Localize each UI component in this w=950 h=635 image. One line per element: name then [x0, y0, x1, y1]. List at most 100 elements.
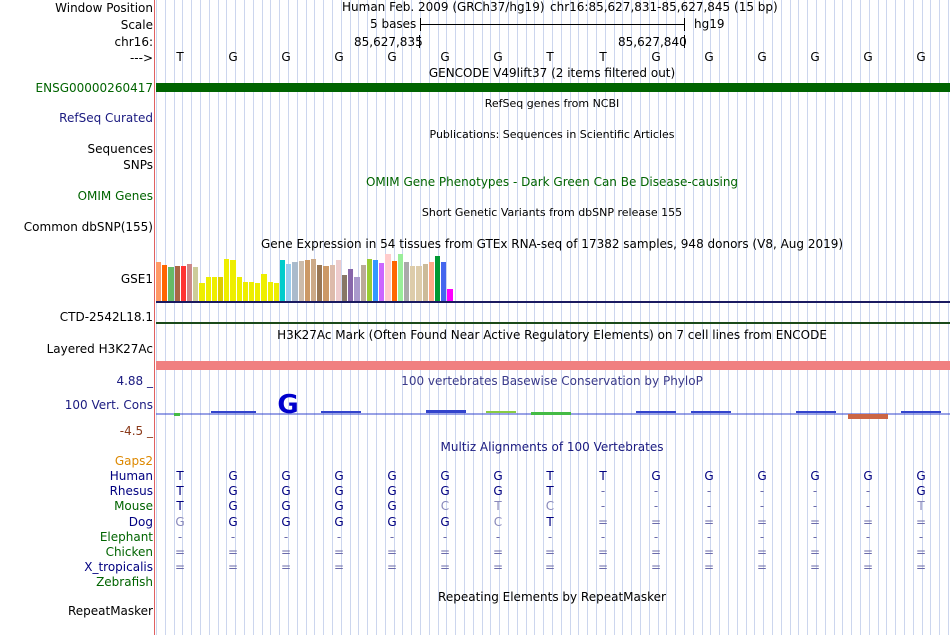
gtex-tissue-bar[interactable]	[416, 266, 422, 301]
gtex-tissue-bar[interactable]	[329, 265, 335, 301]
dbsnp-track-title[interactable]: Short Genetic Variants from dbSNP releas…	[421, 206, 683, 219]
multiz-base: G	[228, 469, 238, 483]
h3k27ac-signal[interactable]	[156, 361, 950, 370]
gtex-tissue-bar[interactable]	[422, 264, 428, 301]
publications-track-title[interactable]: Publications: Sequences in Scientific Ar…	[429, 128, 675, 141]
gtex-tissue-bar[interactable]	[360, 265, 366, 301]
gtex-tissue-bar[interactable]	[174, 266, 180, 301]
gtex-tissue-bar[interactable]	[385, 254, 391, 301]
gtex-tissue-bar[interactable]	[373, 260, 379, 301]
gtex-tissue-bar[interactable]	[280, 260, 286, 301]
multiz-base: =	[597, 514, 609, 529]
gtex-tissue-bar[interactable]	[379, 263, 385, 301]
gtex-tissue-bar[interactable]	[292, 262, 298, 301]
conservation-logo[interactable]: G	[156, 390, 950, 426]
gtex-tissue-bar[interactable]	[286, 264, 292, 301]
gtex-tissue-bar[interactable]	[261, 274, 267, 301]
repeatmasker-label[interactable]: RepeatMasker	[67, 604, 153, 618]
ctd-gene-label[interactable]: CTD-2542L18.1	[59, 310, 153, 324]
cons-label[interactable]: 100 Vert. Cons	[64, 398, 153, 412]
gtex-tissue-bar[interactable]	[249, 282, 255, 301]
gtex-tissue-bar[interactable]	[335, 260, 342, 301]
phylop-track-title[interactable]: 100 vertebrates Basewise Conservation by…	[401, 374, 703, 388]
gtex-tissue-bar[interactable]	[311, 259, 317, 301]
gtex-tissue-bar[interactable]	[211, 277, 218, 301]
gtex-tissue-bar[interactable]	[162, 265, 168, 301]
gtex-tissue-bar[interactable]	[156, 262, 162, 301]
dbsnp-label[interactable]: Common dbSNP(155)	[23, 220, 153, 234]
gtex-tissue-bar[interactable]	[218, 277, 224, 301]
multiz-base: -	[759, 499, 765, 514]
gtex-tissue-bar[interactable]	[404, 262, 410, 301]
label-scale[interactable]: Scale	[120, 18, 153, 32]
gtex-tissue-bar[interactable]	[267, 282, 273, 301]
multiz-base: =	[915, 545, 927, 559]
gtex-tissue-bar[interactable]	[428, 262, 435, 301]
multiz-track-title[interactable]: Multiz Alignments of 100 Vertebrates	[440, 440, 664, 454]
guide-line	[455, 0, 457, 635]
multiz-base: -	[653, 484, 659, 499]
multiz-base: =	[174, 545, 186, 559]
guide-line	[666, 0, 668, 635]
multiz-species-label[interactable]: Human	[109, 469, 153, 483]
gtex-tissue-bar[interactable]	[304, 260, 311, 301]
h3k27ac-label[interactable]: Layered H3K27Ac	[46, 342, 153, 356]
multiz-base: =	[703, 545, 715, 559]
multiz-species-label[interactable]: Elephant	[99, 529, 153, 544]
gencode-gene-feature[interactable]	[156, 83, 950, 92]
gtex-bar-chart[interactable]	[156, 252, 950, 301]
label-window-position[interactable]: Window Position	[55, 1, 153, 15]
ctd-gene-feature[interactable]	[156, 322, 950, 324]
gtex-tissue-bar[interactable]	[447, 289, 453, 301]
gencode-gene-label[interactable]: ENSG00000260417	[35, 81, 153, 95]
h3k27ac-track-title[interactable]: H3K27Ac Mark (Often Found Near Active Re…	[277, 328, 827, 342]
label-chromosome[interactable]: chr16:	[114, 35, 153, 49]
gtex-tissue-bar[interactable]	[230, 260, 236, 301]
multiz-species-label[interactable]: Zebrafish	[96, 575, 153, 590]
multiz-species-label[interactable]: Dog	[128, 514, 153, 529]
multiz-species-label[interactable]: X_tropicalis	[84, 560, 153, 575]
gtex-tissue-bar[interactable]	[348, 269, 354, 301]
refseq-track-title[interactable]: RefSeq genes from NCBI	[484, 97, 620, 110]
snps-label[interactable]: SNPs	[123, 158, 153, 172]
tick-mark-1	[419, 35, 420, 48]
multiz-species-label[interactable]: Chicken	[105, 545, 153, 559]
multiz-species-label[interactable]: Mouse	[114, 499, 153, 514]
gtex-tissue-bar[interactable]	[410, 266, 416, 301]
gtex-tissue-bar[interactable]	[193, 267, 199, 301]
guide-line	[384, 0, 386, 635]
gtex-tissue-bar[interactable]	[199, 283, 205, 301]
gtex-tissue-bar[interactable]	[317, 265, 323, 301]
gtex-tissue-bar[interactable]	[441, 262, 447, 301]
gtex-tissue-bar[interactable]	[435, 256, 441, 301]
gtex-tissue-bar[interactable]	[168, 267, 174, 301]
gtex-tissue-bar[interactable]	[366, 259, 373, 301]
gtex-tissue-bar[interactable]	[205, 277, 211, 301]
gtex-tissue-bar[interactable]	[187, 264, 193, 301]
gtex-tissue-bar[interactable]	[255, 283, 261, 301]
gse1-label[interactable]: GSE1	[120, 272, 153, 286]
gtex-tissue-bar[interactable]	[391, 261, 397, 301]
multiz-base: =	[544, 545, 556, 559]
gtex-tissue-bar[interactable]	[236, 277, 242, 301]
gtex-tissue-bar[interactable]	[273, 283, 280, 301]
omim-label[interactable]: OMIM Genes	[77, 189, 153, 203]
gtex-tissue-bar[interactable]	[354, 277, 360, 301]
guide-line	[156, 0, 157, 635]
gtex-tissue-bar[interactable]	[342, 275, 348, 301]
omim-track-title[interactable]: OMIM Gene Phenotypes - Dark Green Can Be…	[365, 175, 739, 189]
gtex-tissue-bar[interactable]	[397, 254, 404, 301]
gtex-tissue-bar[interactable]	[180, 266, 187, 301]
gtex-tissue-bar[interactable]	[298, 261, 304, 301]
refseq-label[interactable]: RefSeq Curated	[59, 111, 153, 125]
gtex-tissue-bar[interactable]	[242, 282, 249, 301]
gtex-tissue-bar[interactable]	[224, 259, 230, 301]
gaps-label[interactable]: Gaps2	[114, 454, 153, 468]
gtex-tissue-bar[interactable]	[323, 266, 329, 301]
multiz-species-label[interactable]: Rhesus	[109, 484, 153, 499]
label-strand-arrow[interactable]: --->	[129, 51, 153, 65]
gencode-track-title[interactable]: GENCODE V49lift37 (2 items filtered out)	[428, 66, 676, 80]
repeatmasker-track-title[interactable]: Repeating Elements by RepeatMasker	[438, 590, 666, 604]
sequences-label[interactable]: Sequences	[87, 142, 153, 156]
gtex-track-title[interactable]: Gene Expression in 54 tissues from GTEx …	[260, 237, 844, 251]
